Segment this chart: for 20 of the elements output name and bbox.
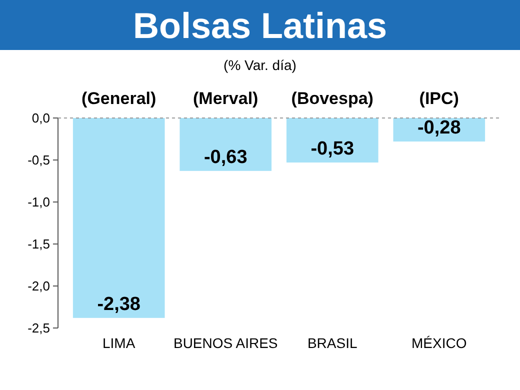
x-tick-label: BUENOS AIRES: [173, 335, 278, 351]
chart-subtitle: (% Var. día): [224, 57, 296, 73]
y-tick-label: -2,0: [28, 278, 50, 294]
chart-title: Bolsas Latinas: [132, 5, 388, 46]
y-tick-label: 0,0: [32, 110, 50, 126]
data-label: -0,53: [310, 138, 354, 160]
text: (IPC): [419, 89, 459, 108]
x-tick-label: MÉXICO: [412, 335, 467, 351]
text: (Merval): [193, 89, 258, 108]
y-tick-label: -1,5: [28, 236, 50, 252]
x-tick-label: BRASIL: [307, 335, 358, 351]
x-tick-label: LIMA: [102, 335, 136, 351]
text: (General): [82, 89, 156, 108]
data-label: -2,38: [97, 294, 141, 315]
data-label: -0,28: [417, 118, 461, 139]
y-tick-label: -0,5: [28, 152, 50, 168]
data-label: -0,63: [204, 146, 248, 168]
y-tick-label: -2,5: [28, 320, 50, 336]
text: (Bovespa): [291, 89, 374, 108]
y-tick-label: -1,0: [28, 194, 50, 210]
